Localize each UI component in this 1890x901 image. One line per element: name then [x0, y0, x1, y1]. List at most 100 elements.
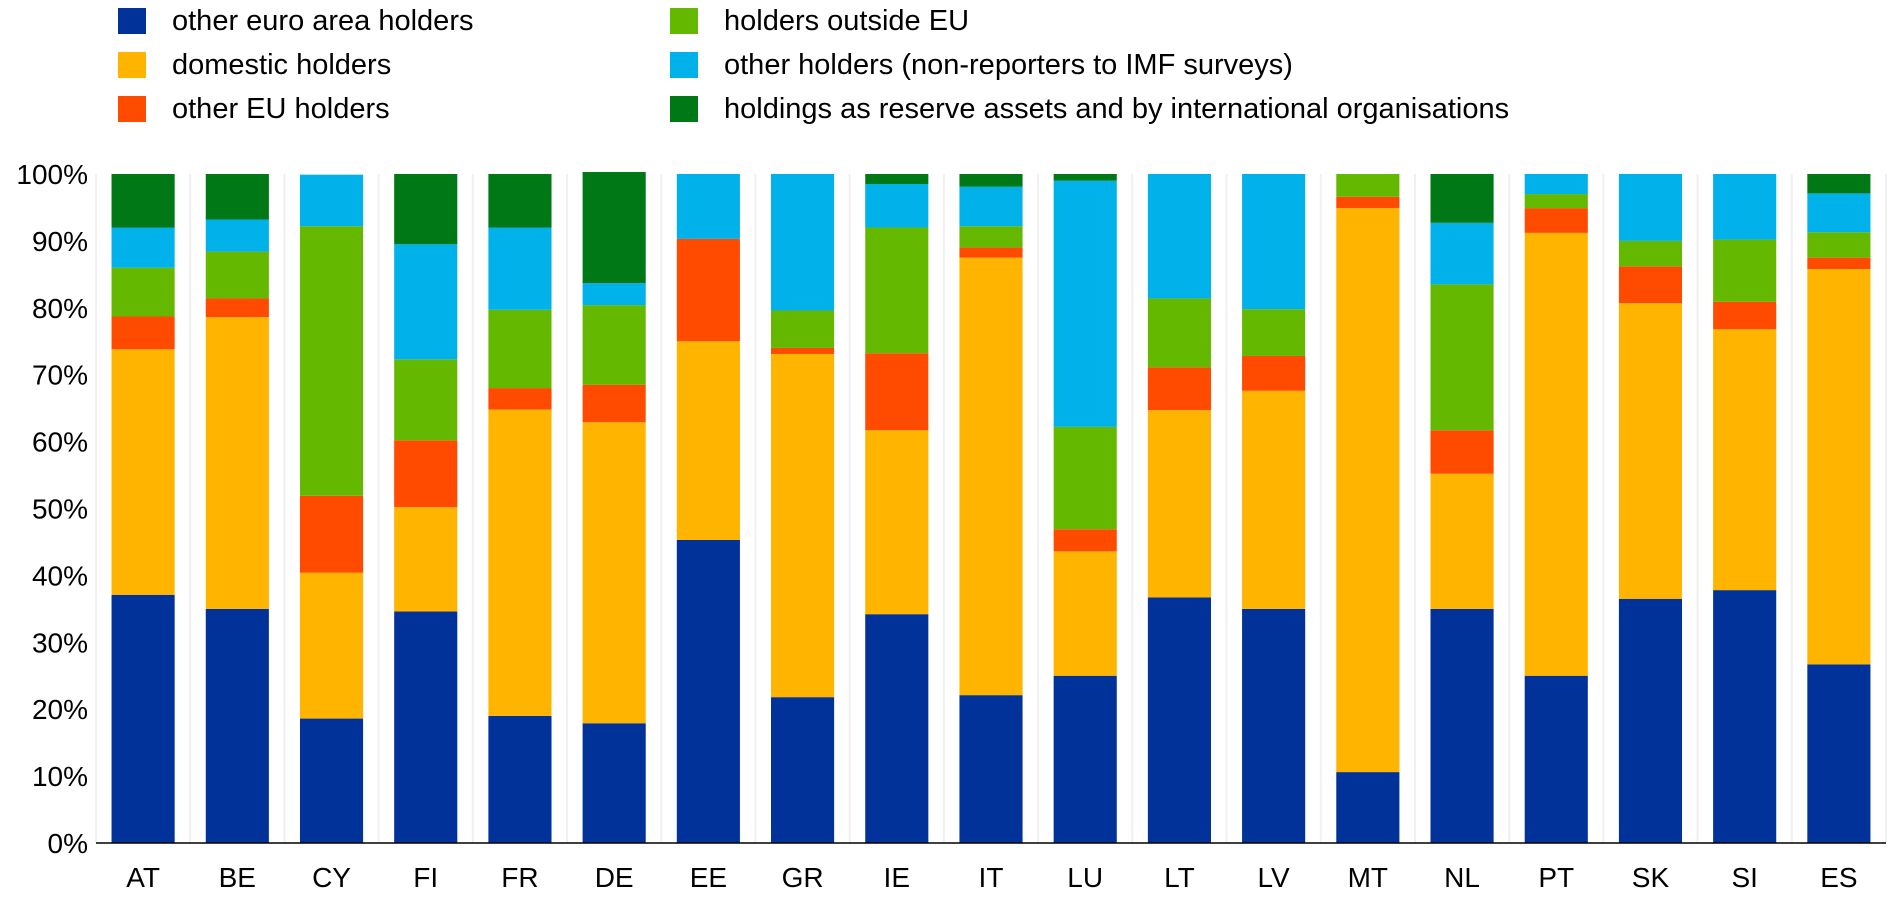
bar-segment-EE-series-0: [676, 539, 740, 843]
bar-segment-PT-series-2: [1524, 208, 1588, 233]
bar-segment-DE-series-1: [582, 422, 646, 724]
bar-segment-SK-series-3: [1618, 240, 1683, 267]
bar-segment-AT-series-2: [111, 316, 175, 350]
y-tick-label: 90%: [32, 226, 88, 257]
bars: [111, 171, 1871, 843]
bar-segment-NL-series-4: [1430, 222, 1494, 285]
x-tick-label-LT: LT: [1164, 862, 1195, 893]
bar-segment-SK-series-2: [1618, 266, 1683, 304]
x-tick-label-IT: IT: [979, 862, 1004, 893]
bar-segment-FI-series-2: [394, 440, 458, 508]
x-tick-label-GR: GR: [782, 862, 824, 893]
bar-segment-FR-series-3: [488, 309, 552, 389]
bar-segment-AT-series-5: [111, 174, 175, 228]
x-tick-label-MT: MT: [1348, 862, 1388, 893]
x-tick-label-CY: CY: [312, 862, 351, 893]
bar-segment-NL-series-3: [1430, 284, 1494, 431]
bar-segment-CY-series-1: [299, 572, 364, 719]
bar-segment-SI-series-0: [1713, 590, 1777, 843]
bar-segment-PT-series-1: [1524, 232, 1588, 676]
bar-segment-GR-series-3: [771, 310, 835, 348]
bar-segment-IT-series-2: [959, 247, 1023, 258]
bar-segment-IT-series-4: [959, 186, 1023, 227]
bar-segment-ES-series-2: [1807, 257, 1871, 269]
bar-segment-AT-series-4: [111, 227, 175, 268]
legend-label-4: other holders (non-reporters to IMF surv…: [724, 49, 1293, 81]
y-tick-label: 20%: [32, 694, 88, 725]
bar-segment-LV-series-4: [1242, 174, 1306, 310]
bar-segment-GR-series-4: [771, 174, 835, 311]
legend-swatch-0: [118, 8, 146, 34]
bar-segment-SI-series-4: [1713, 174, 1777, 240]
x-tick-label-ES: ES: [1820, 862, 1857, 893]
bar-segment-MT-series-2: [1336, 196, 1400, 209]
y-tick-label: 60%: [32, 427, 88, 458]
bar-segment-BE-series-4: [205, 219, 269, 252]
bar-segment-LV-series-0: [1242, 608, 1306, 843]
bar-segment-FI-series-5: [394, 174, 458, 245]
bar-segment-ES-series-1: [1807, 269, 1871, 665]
background-stripes: [95, 174, 1887, 843]
bar-segment-DE-series-2: [582, 384, 646, 423]
axes: 0% 10% 20% 30% 40% 50% 60% 70% 80% 90% 100% AT BE CY F…: [16, 159, 1886, 893]
bar-segment-NL-series-2: [1430, 430, 1494, 474]
bar-segment-ES-series-4: [1807, 193, 1871, 233]
bar-segment-ES-series-5: [1807, 174, 1871, 194]
x-tick-label-AT: AT: [126, 862, 160, 893]
bar-segment-MT-series-3: [1336, 174, 1400, 197]
bar-segment-LU-series-1: [1053, 551, 1117, 676]
bar-segment-GR-series-2: [771, 347, 835, 354]
bar-segment-IE-series-4: [865, 184, 929, 228]
bar-segment-BE-series-0: [205, 608, 269, 843]
legend-swatch-2: [118, 96, 146, 122]
x-tick-label-DE: DE: [595, 862, 634, 893]
bar-segment-DE-series-3: [582, 305, 646, 385]
bar-segment-NL-series-5: [1430, 174, 1494, 223]
bar-segment-PT-series-0: [1524, 675, 1588, 843]
bar-segment-FI-series-1: [394, 507, 458, 612]
bar-segment-FI-series-3: [394, 359, 458, 441]
bar-segment-ES-series-3: [1807, 232, 1871, 258]
bar-segment-LT-series-3: [1147, 298, 1211, 368]
bar-segment-CY-series-0: [299, 718, 364, 843]
bar-segment-LT-series-1: [1147, 410, 1211, 598]
bar-segment-DE-series-0: [582, 723, 646, 843]
bar-segment-IE-series-0: [865, 614, 929, 843]
legend-label-0: other euro area holders: [172, 5, 473, 37]
bar-segment-SK-series-1: [1618, 303, 1683, 599]
bar-segment-DE-series-5: [582, 171, 646, 284]
bar-segment-SK-series-4: [1618, 174, 1683, 241]
bar-segment-PT-series-4: [1524, 174, 1588, 195]
legend-label-1: domestic holders: [172, 49, 391, 81]
bar-segment-IE-series-1: [865, 430, 929, 615]
bar-segment-LT-series-2: [1147, 367, 1211, 411]
bar-segment-LU-series-2: [1053, 529, 1117, 552]
legend-swatch-1: [118, 52, 146, 78]
x-tick-label-LV: LV: [1258, 862, 1290, 893]
x-tick-label-FI: FI: [413, 862, 438, 893]
legend-swatch-5: [670, 96, 698, 122]
bar-segment-BE-series-2: [205, 298, 269, 318]
bar-segment-NL-series-1: [1430, 473, 1494, 609]
bar-segment-EE-series-4: [676, 174, 740, 239]
legend-swatch-4: [670, 52, 698, 78]
bar-segment-LU-series-5: [1053, 174, 1117, 181]
bar-segment-AT-series-3: [111, 267, 175, 317]
bar-segment-FI-series-0: [394, 611, 458, 843]
bar-segment-LU-series-4: [1053, 180, 1117, 427]
legend-swatch-3: [670, 8, 698, 34]
bar-segment-FR-series-0: [488, 715, 552, 843]
x-tick-label-SK: SK: [1632, 862, 1670, 893]
bar-segment-FR-series-1: [488, 409, 552, 716]
bar-segment-IT-series-1: [959, 257, 1023, 696]
bar-segment-GR-series-1: [771, 353, 835, 698]
bar-segment-DE-series-4: [582, 283, 646, 306]
bar-segment-LV-series-1: [1242, 390, 1306, 609]
bar-segment-CY-series-3: [299, 226, 364, 496]
bar-segment-BE-series-3: [205, 251, 269, 299]
x-tick-label-SI: SI: [1731, 862, 1757, 893]
bar-segment-BE-series-1: [205, 317, 269, 609]
bar-segment-NL-series-0: [1430, 608, 1494, 843]
